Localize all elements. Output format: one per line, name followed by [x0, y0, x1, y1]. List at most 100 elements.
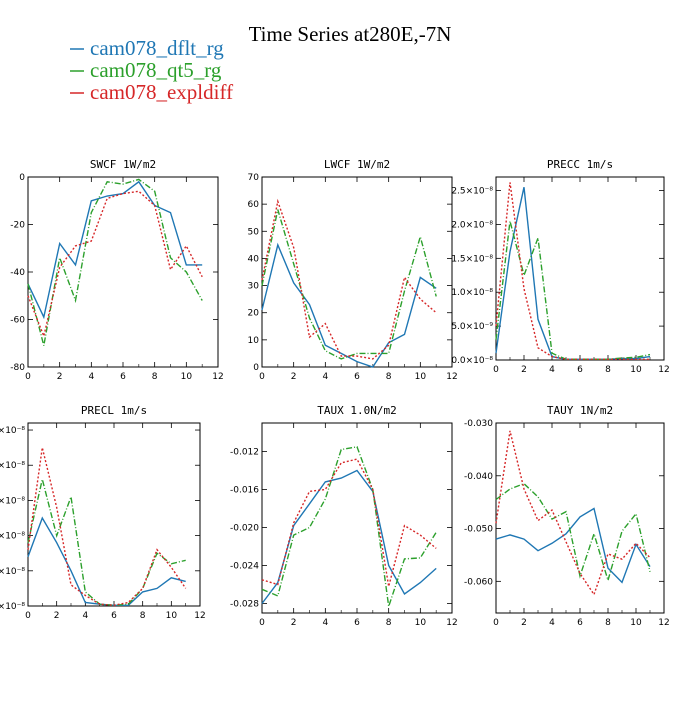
chart-panel: PRECC 1m/s 0 2 4 6 8 10 12 0.0×10⁻⁸ 5.0×10⁻⁹ 1.0×1…: [451, 158, 669, 375]
y-tick-label: -0.020: [230, 524, 259, 534]
y-tick-label: 5×10⁻⁸: [0, 426, 25, 436]
panel-title: PRECL 1m/s: [81, 404, 147, 417]
y-tick-label: 10: [248, 336, 260, 346]
y-tick-label: 0: [253, 363, 259, 373]
x-tick-label: 10: [630, 365, 642, 375]
x-tick-label: 12: [658, 365, 669, 375]
plot-frame: [27, 176, 219, 368]
x-tick-label: 2: [291, 372, 297, 382]
y-tick-label: -0.012: [230, 448, 259, 458]
y-tick-label: -20: [10, 221, 25, 231]
x-tick-label: 0: [25, 611, 31, 621]
x-tick-label: 12: [446, 372, 457, 382]
series-line: [27, 447, 187, 607]
y-tick-label: -0.028: [230, 600, 259, 610]
x-tick-label: 2: [291, 618, 297, 628]
y-tick-label: 60: [248, 200, 260, 210]
series-line: [261, 242, 437, 368]
y-tick-label: -0.030: [464, 419, 493, 429]
panel-title: TAUX 1.0N/m2: [317, 404, 396, 417]
y-tick-label: 1.5×10⁻⁸: [451, 254, 493, 264]
y-tick-label: 2×10⁻⁸: [0, 532, 25, 542]
series-line: [261, 446, 437, 607]
y-tick-label: 30: [248, 282, 260, 292]
y-tick-label: 5.0×10⁻⁹: [451, 322, 493, 332]
x-tick-label: 0: [259, 618, 265, 628]
x-tick-label: 2: [521, 618, 527, 628]
x-tick-label: 10: [181, 372, 193, 382]
y-tick-label: -0.060: [464, 577, 493, 587]
plot-frame: [495, 176, 665, 361]
x-tick-label: 0: [493, 618, 499, 628]
x-tick-label: 10: [415, 372, 427, 382]
x-tick-label: 0: [25, 372, 31, 382]
x-tick-label: 12: [658, 618, 669, 628]
y-tick-label: 2.5×10⁻⁸: [451, 187, 493, 197]
x-tick-label: 10: [630, 618, 642, 628]
chart-panel: SWCF 1W/m2 0 2 4 6 8 10 12 -80 -60 -40 -20 0: [10, 158, 223, 382]
plot-frame: [495, 422, 665, 614]
x-tick-label: 8: [152, 372, 158, 382]
panel-title: LWCF 1W/m2: [324, 158, 390, 171]
y-tick-label: 0.0×10⁻⁸: [451, 356, 493, 366]
y-tick-label: -80: [10, 363, 25, 373]
plot-frame: [261, 176, 453, 368]
x-tick-label: 4: [549, 365, 555, 375]
series-line: [495, 482, 651, 583]
x-tick-label: 6: [354, 618, 360, 628]
x-tick-label: 8: [140, 611, 146, 621]
y-tick-label: 0: [19, 173, 25, 183]
series-line: [495, 187, 651, 360]
x-tick-label: 6: [354, 372, 360, 382]
x-tick-label: 6: [577, 365, 583, 375]
series-line: [261, 198, 437, 360]
series-line: [495, 507, 651, 584]
legend-entry: cam078_qt5_rg: [90, 58, 222, 82]
x-tick-label: 2: [521, 365, 527, 375]
y-tick-label: 3×10⁻⁸: [0, 496, 25, 506]
y-tick-label: 1×10⁻⁸: [0, 567, 25, 577]
x-tick-label: 4: [82, 611, 88, 621]
y-tick-label: 40: [248, 254, 260, 264]
series-line: [495, 220, 651, 360]
x-tick-label: 6: [577, 618, 583, 628]
x-tick-label: 8: [605, 365, 611, 375]
y-tick-label: 1.0×10⁻⁸: [451, 288, 493, 298]
series-line: [261, 458, 437, 587]
plot-frame: [261, 422, 453, 614]
series-line: [495, 182, 650, 360]
figure-title: Time Series at280E,-7N: [249, 22, 452, 46]
y-tick-label: 0×10⁻⁸: [0, 602, 25, 612]
x-tick-label: 10: [415, 618, 427, 628]
chart-panel: PRECL 1m/s 0 2 4 6 8 10 12 0×10⁻⁸ 1×10⁻⁸ 2×10⁻⁸ 3×1…: [0, 404, 206, 621]
x-tick-label: 0: [259, 372, 265, 382]
x-tick-label: 10: [166, 611, 178, 621]
series-line: [495, 430, 651, 597]
x-tick-label: 4: [322, 618, 328, 628]
x-tick-label: 6: [111, 611, 117, 621]
x-tick-label: 12: [194, 611, 205, 621]
x-tick-label: 0: [493, 365, 499, 375]
x-tick-label: 2: [57, 372, 63, 382]
y-tick-label: 50: [248, 227, 260, 237]
x-tick-label: 12: [446, 618, 457, 628]
legend-entry: cam078_dflt_rg: [90, 36, 224, 60]
x-tick-label: 12: [212, 372, 223, 382]
y-tick-label: -40: [10, 268, 25, 278]
y-tick-label: -0.016: [230, 486, 259, 496]
y-tick-label: -0.040: [464, 472, 493, 482]
legend: cam078_dflt_rgcam078_qt5_rgcam078_expldi…: [70, 36, 233, 104]
x-tick-label: 2: [54, 611, 60, 621]
y-tick-label: -0.024: [230, 562, 259, 572]
series-line: [27, 178, 203, 346]
chart-panel: TAUX 1.0N/m2 0 2 4 6 8 10 12 -0.028 -0.024 -0.020 -…: [230, 404, 458, 628]
series-line: [27, 180, 203, 320]
panel-title: PRECC 1m/s: [547, 158, 613, 171]
y-tick-label: 20: [248, 309, 260, 319]
x-tick-label: 6: [120, 372, 126, 382]
panel-title: TAUY 1N/m2: [547, 404, 613, 417]
x-tick-label: 4: [549, 618, 555, 628]
y-tick-label: 2.0×10⁻⁸: [451, 220, 493, 230]
